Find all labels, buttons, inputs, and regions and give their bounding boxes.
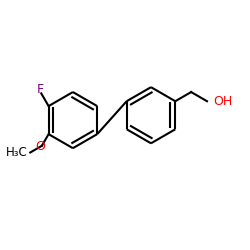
Text: O: O (36, 140, 46, 153)
Text: OH: OH (213, 95, 232, 108)
Text: H₃C: H₃C (6, 146, 27, 159)
Text: F: F (36, 82, 44, 96)
